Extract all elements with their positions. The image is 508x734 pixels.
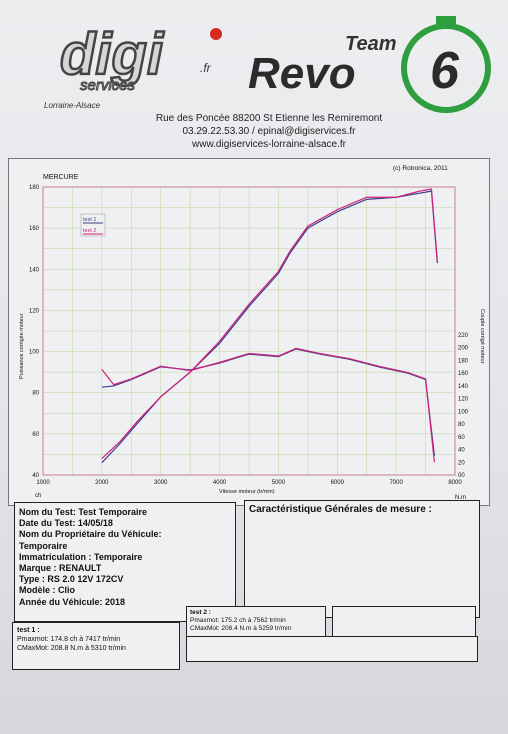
chart-copyright: (c) Rotronica, 2011 (393, 165, 448, 172)
digi-region-text: Lorraine-Alsace (44, 101, 101, 110)
y-axis-right-label: Couple corrigé moteur (479, 309, 485, 364)
y-tick-right-label: 60 (458, 435, 465, 441)
right-unit-label: N.m (455, 495, 466, 501)
x-tick-label: 8000 (448, 480, 462, 486)
dyno-chart-svg: MERCURE (c) Rotronica, 2011 180 160 140 120… (19, 165, 485, 501)
chart-grid (42, 186, 456, 476)
chart-title: MERCURE (43, 174, 79, 181)
brand: Marque : RENAULT (19, 563, 102, 574)
test-date: Date du Test: 14/05/18 (19, 518, 113, 529)
x-axis-label: Vitesse moteur (tr/min) (219, 489, 275, 495)
stopwatch-button-icon (436, 16, 456, 24)
y-tick-right-label: 00 (458, 473, 465, 479)
legend-test1: test 1 (83, 217, 96, 223)
team-text: Team (345, 33, 397, 55)
y-tick-right-label: 20 (458, 460, 465, 466)
digi-logo-text: digi (60, 22, 165, 87)
y-axis-left-label: Puissance corrigée moteur (19, 313, 25, 379)
test2-label: test 2 : (190, 609, 211, 616)
y-tick-right-label: 220 (458, 333, 469, 339)
type: Type : RS 2.0 12V 172CV (19, 574, 124, 585)
model: Modèle : Clio (19, 585, 75, 596)
x-tick-label: 7000 (389, 480, 403, 486)
y-tick-right-label: 160 (458, 371, 469, 377)
revo-text: Revo (248, 49, 356, 98)
x-tick-label: 3000 (154, 480, 168, 486)
test2-cmax: CMaxMot: 208.4 N.m à 5259 tr/min (190, 625, 292, 632)
digi-logo-sub: services (80, 77, 136, 94)
website-line: www.digiservices-lorraine-alsace.fr (192, 139, 346, 150)
owner-label: Nom du Propriétaire du Véhicule: (19, 529, 162, 540)
x-tick-label: 4000 (213, 480, 227, 486)
x-ticks: 1000 2000 3000 4000 5000 6000 7000 8000 (36, 480, 462, 486)
power-line-test1 (101, 190, 438, 464)
x-unit-label: ch (35, 493, 41, 499)
empty-results-box (332, 606, 476, 638)
x-tick-label: 1000 (36, 480, 50, 486)
legend-test2: test 2 (83, 228, 96, 234)
y-tick-left-label: 80 (32, 391, 39, 397)
contact-line: 03.29.22.53.30 / epinal@digiservices.fr (182, 126, 356, 137)
y-tick-right-label: 140 (458, 384, 469, 390)
test1-pmax: Pmaxmot: 174.8 ch à 7417 tr/min (17, 636, 121, 643)
x-tick-label: 6000 (331, 480, 345, 486)
address-line: Rue des Poncée 88200 St Etienne les Remi… (155, 113, 383, 124)
chart-legend: test 1 test 2 (80, 213, 106, 237)
y-tick-left-label: 140 (29, 267, 40, 273)
measurement-characteristics-box: Caractéristique Générales de mesure : (244, 500, 480, 618)
x-tick-label: 5000 (272, 480, 286, 486)
y-tick-right-label: 180 (458, 358, 469, 364)
vehicle-info-box: Nom du Test: Test Temporaire Date du Tes… (14, 502, 236, 622)
legend-box (80, 213, 106, 237)
y-tick-right-label: 120 (458, 397, 469, 403)
vehicle-year: Année du Véhicule: 2018 (19, 596, 126, 607)
chart-series (101, 188, 438, 464)
test1-results-box: test 1 : Pmaxmot: 174.8 ch à 7417 tr/min… (12, 622, 180, 670)
y-tick-right-label: 40 (458, 448, 465, 454)
digi-services-logo: digi .fr services Lorraine-Alsace (44, 22, 222, 110)
empty-bottom-box (186, 636, 478, 662)
y-ticks-right: 220 200 180 160 140 120 100 80 60 40 20 00 (458, 333, 469, 479)
y-tick-left-label: 180 (29, 185, 40, 191)
power-line-test2 (101, 188, 438, 459)
digi-logo-fr: .fr (200, 61, 212, 75)
y-tick-left-label: 120 (29, 308, 40, 314)
y-tick-right-label: 200 (458, 346, 469, 352)
dyno-chart: MERCURE (c) Rotronica, 2011 180 160 140 120… (8, 158, 490, 506)
y-ticks-left: 180 160 140 120 100 80 60 40 (29, 185, 40, 479)
revo-number: 6 (430, 42, 460, 100)
y-tick-left-label: 40 (32, 473, 39, 479)
test1-label: test 1 : (17, 627, 40, 634)
test1-cmax: CMaxMot: 208.8 N.m à 5310 tr/min (17, 645, 126, 652)
digi-red-dot (210, 28, 222, 40)
torque-line-test2 (101, 347, 435, 463)
y-tick-right-label: 100 (458, 409, 469, 415)
test2-pmax: Pmaxmot: 175.2 ch à 7562 tr/min (190, 617, 286, 624)
owner-value: Temporaire (19, 540, 68, 551)
team-revo-logo: Team Revo 6 (248, 16, 491, 113)
test-name: Nom du Test: Test Temporaire (19, 507, 148, 517)
y-tick-right-label: 80 (458, 422, 465, 428)
registration: Immatriculation : Temporaire (19, 551, 143, 562)
stopwatch-ring-icon (401, 23, 491, 113)
y-tick-left-label: 60 (32, 432, 39, 438)
y-tick-left-label: 100 (29, 350, 40, 356)
x-tick-label: 2000 (95, 480, 109, 486)
characteristics-title: Caractéristique Générales de mesure : (249, 504, 432, 515)
y-tick-left-label: 160 (29, 226, 40, 232)
